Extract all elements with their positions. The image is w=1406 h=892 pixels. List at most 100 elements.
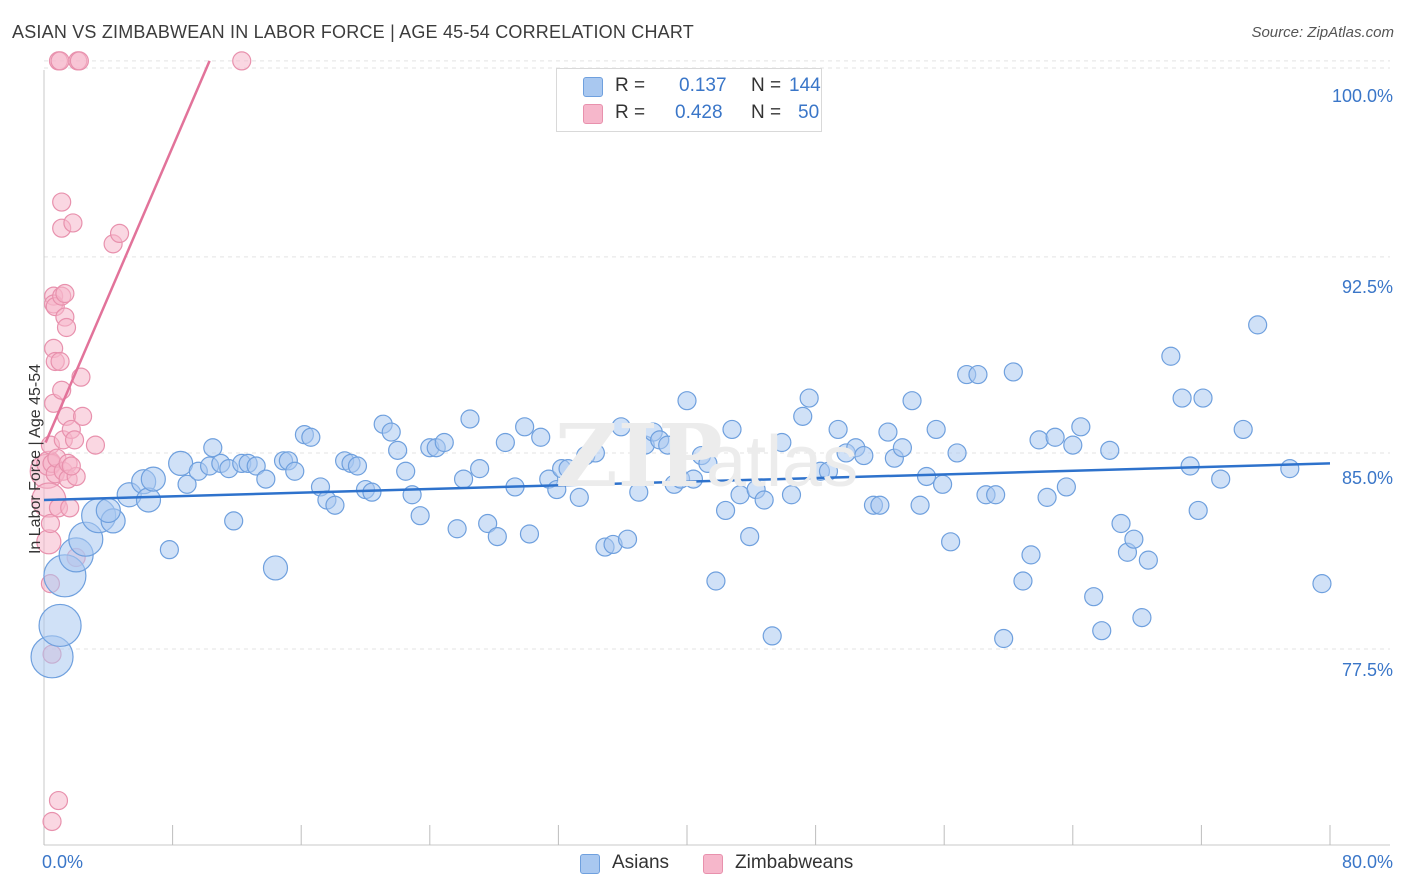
asian-point-80: [698, 453, 718, 474]
zimbabwean-point-30: [56, 317, 77, 338]
zimbabwean-point-17: [48, 790, 69, 811]
asian-point-25: [262, 555, 289, 581]
asian-point-110: [947, 443, 967, 463]
asian-point-123: [1063, 435, 1083, 455]
asian-point-78: [683, 469, 704, 489]
asian-point-69: [617, 529, 638, 549]
source-label: Source: ZipAtlas.com: [1251, 24, 1394, 41]
x-tick-max: 80.0%: [1341, 852, 1393, 872]
asian-point-131: [1132, 608, 1152, 628]
asian-point-63: [569, 487, 589, 507]
asian-r-value: 0.137: [679, 75, 727, 96]
asian-point-17: [203, 438, 223, 458]
zimbabwean-n-value: 50: [798, 102, 820, 123]
zimbabweans-swatch: [703, 854, 723, 874]
asian-point-91: [793, 406, 813, 426]
asian-point-138: [1211, 469, 1231, 489]
asian-point-47: [434, 432, 454, 453]
asian-point-117: [1013, 571, 1033, 591]
asian-point-124: [1071, 417, 1091, 437]
zimbabwean-n-label: N =: [751, 102, 782, 123]
zimbabwean-point-46: [109, 223, 130, 244]
asian-point-68: [611, 417, 631, 437]
zimbabwean-point-34: [60, 498, 80, 518]
asian-point-62: [558, 459, 578, 479]
asian-point-82: [715, 500, 736, 521]
asian-point-122: [1056, 477, 1076, 497]
zimbabwean-point-36: [63, 213, 83, 233]
zimbabwean-trend-line: [44, 60, 211, 443]
zimbabwean-point-40: [69, 51, 89, 71]
zimbabwean-point-5: [40, 513, 61, 534]
asian-point-87: [754, 490, 774, 510]
asian-point-40: [381, 422, 401, 442]
asian-point-107: [926, 419, 946, 440]
asian-point-7: [95, 497, 121, 524]
asian-point-103: [892, 438, 913, 458]
asian-point-58: [531, 427, 551, 447]
asian-point-24: [256, 469, 276, 489]
asian-point-74: [658, 435, 678, 455]
asian-point-49: [453, 469, 474, 489]
y-axis-label: In Labor Force | Age 45-54: [27, 363, 44, 555]
asian-point-125: [1084, 587, 1104, 607]
asian-point-12: [159, 540, 179, 560]
zimbabweans-label: Zimbabweans: [735, 852, 854, 873]
asian-point-94: [818, 461, 839, 481]
asian-point-85: [740, 526, 760, 547]
asian-point-10: [135, 487, 162, 513]
asian-point-120: [1037, 487, 1057, 507]
zimbabwean-r-label: R =: [615, 102, 646, 123]
asian-point-121: [1045, 427, 1065, 447]
asian-point-134: [1172, 388, 1192, 408]
grid-lines: [44, 60, 1390, 650]
watermark: ZIP atlas: [555, 406, 858, 507]
asian-point-142: [1312, 574, 1332, 594]
asian-point-14: [177, 474, 197, 494]
asian-point-104: [902, 391, 922, 411]
asian-point-141: [1280, 459, 1300, 479]
zimbabwean-point-37: [64, 430, 85, 450]
asian-n-label: N =: [751, 75, 782, 96]
asian-point-108: [932, 474, 953, 494]
asian-point-109: [941, 532, 961, 552]
asian-point-100: [870, 495, 890, 515]
asian-point-105: [910, 495, 930, 515]
asian-swatch: [583, 77, 603, 97]
asian-point-112: [968, 364, 988, 385]
asian-point-65: [585, 443, 605, 463]
asian-point-56: [515, 417, 535, 437]
watermark-atlas: atlas: [706, 422, 858, 502]
asian-point-118: [1021, 545, 1041, 565]
asian-point-133: [1161, 346, 1181, 366]
asian-point-126: [1092, 621, 1112, 641]
asian-point-106: [916, 466, 937, 487]
asian-point-137: [1193, 388, 1213, 408]
asian-point-33: [325, 495, 345, 515]
asians-label: Asians: [612, 852, 670, 873]
asian-point-52: [478, 513, 498, 534]
zimbabwean-point-27: [52, 192, 72, 212]
y-tick-85: 85.0%: [1341, 468, 1393, 488]
zimbabwean-point-43: [72, 406, 93, 426]
asian-point-48: [447, 519, 467, 539]
asian-point-36: [347, 456, 368, 476]
asian-trend-line: [43, 462, 1331, 502]
asian-point-115: [994, 628, 1014, 649]
asian-point-77: [677, 391, 697, 411]
asian-point-130: [1124, 529, 1144, 549]
zimbabwean-swatch: [583, 104, 603, 124]
zimbabwean-point-21: [50, 351, 70, 372]
x-tick-min: 0.0%: [42, 852, 84, 872]
asian-point-139: [1233, 419, 1253, 440]
asian-point-92: [799, 388, 819, 408]
asian-point-57: [519, 524, 540, 544]
asian-point-42: [396, 461, 416, 481]
asian-point-81: [706, 571, 726, 591]
zimbabwean-point-28: [55, 283, 75, 304]
correlation-legend: R = 0.137 N = 144 R = 0.428 N = 50: [556, 68, 822, 132]
asian-point-50: [460, 409, 480, 429]
asian-point-28: [285, 461, 305, 481]
asian-n-value: 144: [789, 75, 821, 96]
